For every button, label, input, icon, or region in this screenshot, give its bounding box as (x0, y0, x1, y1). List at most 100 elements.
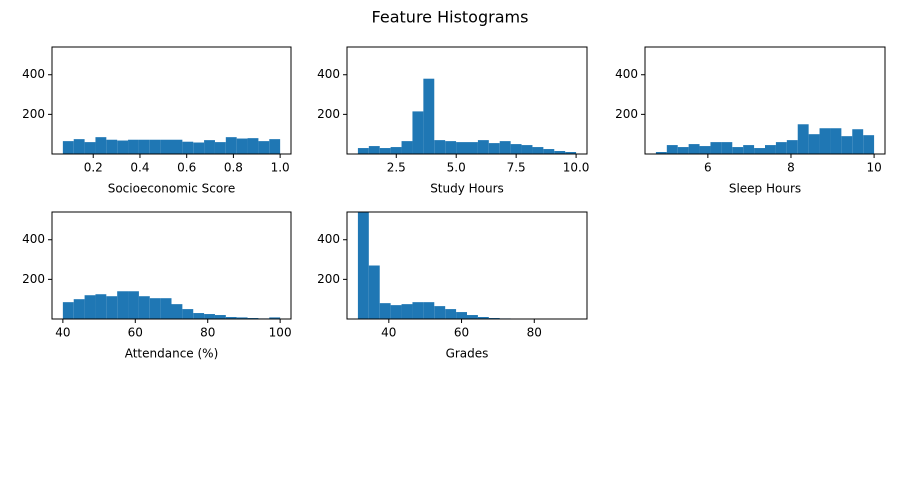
bars (62, 137, 281, 154)
bar (149, 139, 161, 154)
x-tick-label: 0.4 (130, 161, 149, 175)
bar (797, 124, 809, 154)
bar (412, 302, 424, 319)
bar (510, 144, 522, 154)
axes-frame (644, 46, 886, 155)
bar (412, 111, 424, 154)
bar (532, 147, 544, 154)
bar (214, 315, 226, 319)
bar (423, 78, 435, 154)
bar (357, 148, 369, 154)
x-tick-label: 80 (200, 326, 215, 340)
x-tick-label: 1.0 (271, 161, 290, 175)
bar (84, 142, 96, 154)
bar (699, 146, 711, 154)
bar (225, 317, 237, 319)
bar (554, 151, 566, 154)
bar (225, 137, 237, 154)
bar (269, 139, 281, 154)
bar (655, 152, 667, 154)
x-tick-label: 0.2 (84, 161, 103, 175)
x-tick-label: 8 (787, 161, 795, 175)
bar (390, 305, 402, 319)
x-axis-label: Socioeconomic Score (108, 182, 236, 196)
bars (357, 78, 577, 154)
bar (357, 212, 369, 319)
bar (434, 306, 446, 319)
bar (106, 296, 118, 319)
x-tick-label: 60 (128, 326, 143, 340)
bar (193, 313, 205, 319)
bar (95, 294, 107, 319)
bar (73, 139, 85, 154)
bar (688, 144, 700, 154)
bar (128, 291, 139, 319)
bar (499, 141, 511, 154)
bar (445, 141, 457, 154)
bar (171, 304, 183, 319)
bar (379, 303, 391, 319)
bar (160, 298, 172, 319)
bar (765, 145, 776, 154)
bar (401, 304, 413, 319)
bar (204, 314, 215, 319)
bar (477, 140, 489, 154)
bar (193, 142, 205, 154)
bar (138, 139, 150, 154)
bar (434, 140, 446, 154)
x-tick-label: 7.5 (507, 161, 526, 175)
y-tick-label: 400 (317, 67, 340, 81)
bar (666, 145, 678, 154)
bar (543, 149, 555, 154)
bar (775, 142, 787, 154)
bar (401, 141, 413, 154)
bar (106, 139, 118, 154)
bar (710, 142, 722, 154)
y-tick-label: 400 (317, 232, 340, 246)
bars (357, 212, 577, 319)
x-tick-label: 5.0 (447, 161, 466, 175)
bar (852, 129, 864, 154)
y-tick-label: 400 (22, 67, 45, 81)
x-tick-label: 10 (866, 161, 881, 175)
axes-frame (51, 46, 292, 155)
bar (423, 302, 435, 319)
x-axis-label: Attendance (%) (125, 347, 219, 361)
bar (117, 140, 129, 154)
bar (149, 298, 161, 319)
bar (456, 142, 467, 154)
axes-frame (51, 211, 292, 320)
bar (368, 146, 380, 154)
x-tick-label: 40 (55, 326, 70, 340)
bars (62, 291, 281, 319)
bars (655, 124, 875, 154)
y-tick-label: 200 (317, 107, 340, 121)
bar (214, 142, 226, 154)
bar (62, 302, 74, 319)
bar (467, 142, 478, 154)
bar (128, 139, 139, 154)
bar (488, 143, 500, 154)
bar (204, 140, 215, 154)
bar (467, 315, 478, 319)
bar (808, 134, 820, 154)
bar (269, 317, 281, 319)
x-tick-label: 10.0 (563, 161, 590, 175)
bar (182, 141, 194, 154)
bar (379, 148, 391, 154)
bar (236, 317, 248, 319)
bar (819, 128, 831, 154)
bar (182, 309, 194, 319)
bar (258, 141, 270, 154)
bar (456, 312, 467, 319)
bar (754, 148, 765, 154)
bar (84, 295, 96, 319)
bar (565, 152, 577, 154)
bar (830, 128, 842, 154)
bar (677, 147, 689, 154)
bar (62, 141, 74, 154)
bar (390, 147, 402, 154)
y-tick-label: 200 (22, 107, 45, 121)
bar (445, 309, 457, 319)
